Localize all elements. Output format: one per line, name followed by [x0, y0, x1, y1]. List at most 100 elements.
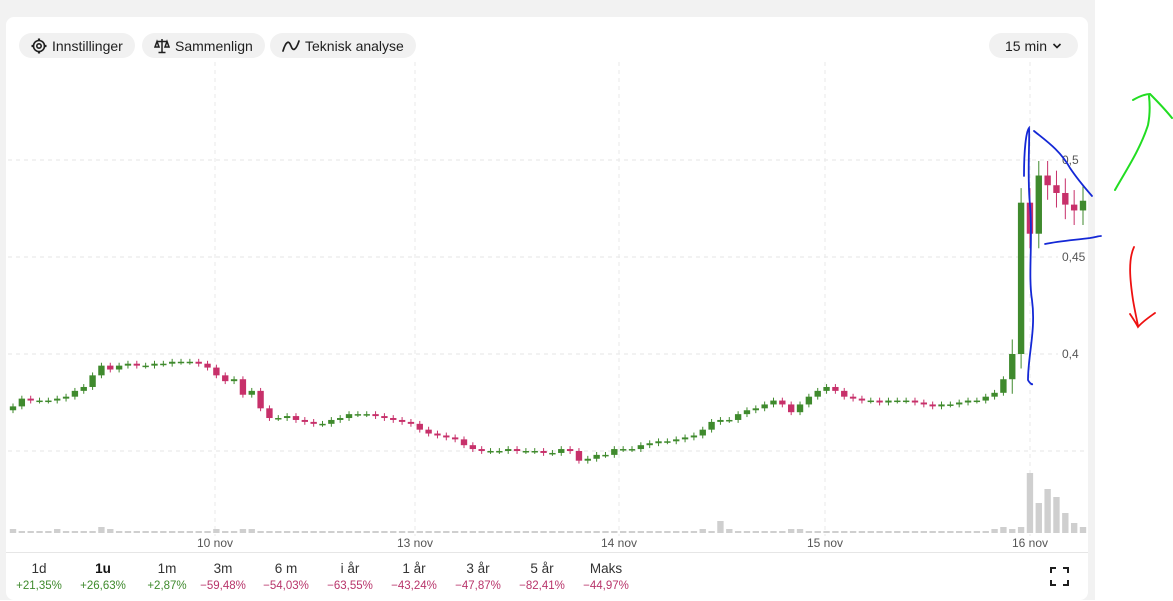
candle-body [195, 361, 202, 364]
candle-body [593, 454, 600, 459]
volume-bars [9, 473, 1087, 533]
volume-bar [460, 531, 468, 533]
volume-bar [549, 531, 556, 533]
volume-bar [982, 531, 989, 533]
candle-body [89, 375, 96, 387]
candle-body [1000, 379, 1007, 393]
volume-bar [505, 531, 512, 533]
period-change: −82,41% [519, 580, 565, 592]
volume-bar [381, 531, 388, 533]
period-option[interactable]: 6 m −54,03% [254, 560, 318, 594]
volume-bar [107, 529, 114, 533]
candle-body [664, 441, 671, 443]
volume-bar [611, 531, 618, 533]
candle-body [133, 363, 140, 366]
candle-body [628, 449, 636, 451]
candle-body [911, 400, 919, 403]
volume-bar [390, 531, 397, 533]
volume-bar [894, 531, 901, 533]
volume-bar [531, 531, 538, 533]
technical-analysis-button[interactable]: Teknisk analyse [270, 33, 416, 58]
x-tick-label: 15 nov [807, 536, 843, 550]
volume-bar [407, 531, 415, 533]
volume-bar [1079, 527, 1087, 533]
fullscreen-icon[interactable] [1050, 567, 1069, 586]
volume-bar [239, 529, 247, 533]
interval-select[interactable]: 15 min [989, 33, 1078, 58]
volume-bar [133, 531, 140, 533]
candle-body [213, 367, 220, 376]
candle-body [248, 390, 255, 395]
volume-bar [345, 531, 353, 533]
candle-body [558, 449, 565, 453]
period-option[interactable]: 1 år −43,24% [382, 560, 446, 594]
candle-body [204, 363, 211, 368]
candle-body [36, 400, 43, 403]
period-option[interactable]: 3m −59,48% [191, 560, 255, 594]
period-label: 3m [213, 561, 233, 576]
volume-bar [920, 531, 928, 533]
settings-button[interactable]: Innstillinger [19, 33, 135, 58]
candle-body [646, 443, 653, 446]
volume-bar [1062, 513, 1069, 533]
candle-body [62, 396, 70, 399]
volume-bar [45, 531, 52, 533]
candle-body [177, 361, 185, 364]
candle-body [531, 451, 538, 453]
candle-body [734, 414, 742, 420]
volume-bar [841, 531, 848, 533]
candle-body [575, 451, 583, 461]
candle-body [717, 419, 724, 422]
volume-bar [575, 531, 583, 533]
volume-bar [292, 531, 300, 533]
candle-body [637, 445, 645, 450]
period-option[interactable]: Maks −44,97% [574, 560, 638, 594]
volume-bar [416, 531, 423, 533]
volume-bar [266, 531, 273, 533]
period-option[interactable]: i år −63,55% [318, 560, 382, 594]
green-up-arrow [1114, 92, 1173, 191]
volume-bar [540, 531, 547, 533]
candle-body [222, 375, 229, 382]
hand-drawn-annotations [1023, 92, 1173, 386]
period-label: 5 år [530, 561, 554, 576]
period-option[interactable]: 3 år −47,87% [446, 560, 510, 594]
volume-bar [9, 529, 17, 533]
volume-bar [151, 531, 158, 533]
candle-body [920, 402, 928, 405]
candle-body [151, 363, 158, 366]
candle-body [929, 404, 936, 407]
volume-bar [770, 531, 777, 533]
candle-body [345, 414, 353, 419]
candle-body [1044, 175, 1051, 186]
candle-body [761, 404, 768, 409]
period-change: +2,87% [147, 580, 187, 592]
candle-body [337, 418, 344, 420]
period-option[interactable]: 1m +2,87% [135, 560, 199, 594]
period-option[interactable]: 1d +21,35% [7, 560, 71, 594]
volume-bar [867, 531, 874, 533]
period-option[interactable]: 5 år −82,41% [510, 560, 574, 594]
red-down-arrow [1129, 246, 1156, 329]
volume-bar [168, 531, 176, 533]
candle-body [894, 400, 901, 403]
volume-bar [177, 531, 185, 533]
volume-bar [902, 531, 910, 533]
volume-bar [726, 529, 733, 533]
candle-body [451, 437, 459, 440]
period-option[interactable]: 1u +26,63% [71, 560, 135, 594]
volume-bar [1035, 503, 1042, 533]
candle-body [673, 439, 680, 442]
volume-bar [558, 531, 565, 533]
period-change: −54,03% [263, 580, 309, 592]
volume-bar [991, 529, 998, 533]
candle-body [142, 365, 149, 368]
candle-body [752, 408, 759, 411]
compare-button[interactable]: Sammenlign [142, 33, 265, 58]
candle-body [27, 398, 34, 401]
volume-bar [115, 531, 123, 533]
candle-body [168, 361, 176, 364]
candle-body [71, 390, 79, 397]
x-tick-label: 13 nov [397, 536, 433, 550]
volume-bar [779, 531, 786, 533]
